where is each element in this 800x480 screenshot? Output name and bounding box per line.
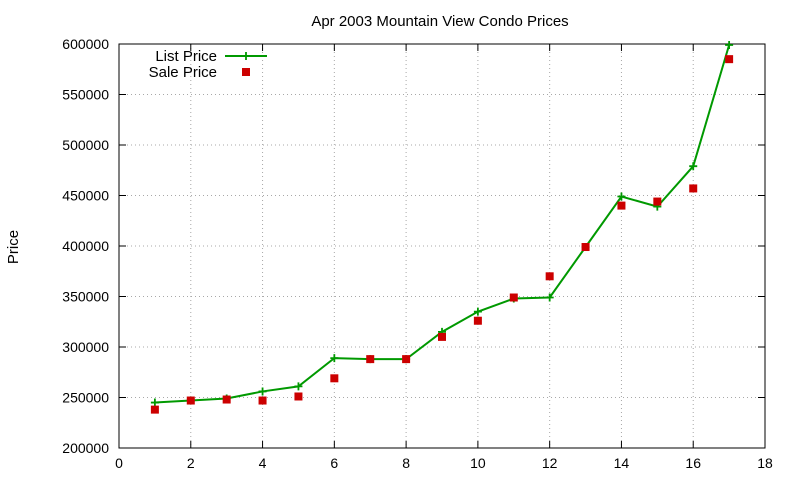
sale-price-point	[545, 272, 554, 281]
list-price-point	[545, 293, 554, 302]
legend-plus-swatch	[242, 52, 250, 60]
list-price-point	[473, 307, 482, 316]
list-price-line	[154, 44, 731, 404]
x-tick-label: 12	[542, 455, 558, 471]
sale-price-point	[725, 55, 734, 64]
plot-series	[150, 41, 734, 414]
list-price-point	[617, 192, 626, 201]
sale-price-point	[366, 355, 375, 364]
chart-title: Apr 2003 Mountain View Condo Prices	[311, 13, 568, 30]
x-tick-label: 8	[402, 455, 410, 471]
x-tick-label: 6	[330, 455, 338, 471]
axes: 0 2 4 6 8 10 12 14 16 18 200000 250000 300000 350000 4…	[62, 36, 773, 471]
y-tick-label: 550000	[62, 87, 109, 103]
x-tick-label: 18	[757, 455, 773, 471]
y-tick-label: 200000	[62, 440, 109, 456]
list-price-point	[150, 398, 159, 407]
sale-price-point	[653, 197, 662, 206]
sale-price-point	[222, 395, 231, 404]
sale-price-point	[402, 355, 411, 364]
x-tick-label: 4	[259, 455, 267, 471]
sale-price-point	[186, 396, 195, 405]
legend-label: List Price	[155, 48, 217, 65]
sale-price-point	[330, 374, 339, 383]
y-tick-label: 350000	[62, 289, 109, 305]
y-tick-label: 300000	[62, 339, 109, 355]
list-price-point	[330, 354, 339, 363]
sale-price-point	[473, 316, 482, 325]
sale-price-point	[150, 405, 159, 414]
x-tick-label: 16	[685, 455, 701, 471]
sale-price-point	[509, 293, 518, 302]
legend-label: Sale Price	[149, 64, 217, 81]
grid-lines	[119, 44, 765, 448]
y-axis-label: Price	[5, 230, 22, 264]
sale-price-point	[438, 332, 446, 341]
list-price-point	[294, 382, 303, 391]
legend-square-swatch	[242, 68, 250, 76]
sale-price-point	[294, 392, 303, 401]
x-tick-label: 2	[187, 455, 195, 471]
y-tick-label: 400000	[62, 238, 109, 254]
sale-price-point	[258, 396, 267, 405]
sale-price-point	[617, 201, 626, 210]
sale-price-point	[581, 243, 590, 252]
x-tick-label: 10	[470, 455, 486, 471]
y-tick-label: 600000	[62, 36, 109, 52]
y-tick-label: 250000	[62, 390, 109, 406]
list-price-point	[258, 387, 267, 396]
list-price-point	[689, 162, 698, 171]
list-price-point	[725, 41, 734, 50]
x-tick-label: 14	[614, 455, 630, 471]
y-tick-label: 450000	[62, 188, 109, 204]
sale-price-point	[689, 184, 698, 193]
y-tick-label: 500000	[62, 137, 109, 153]
x-tick-label: 0	[115, 455, 123, 471]
